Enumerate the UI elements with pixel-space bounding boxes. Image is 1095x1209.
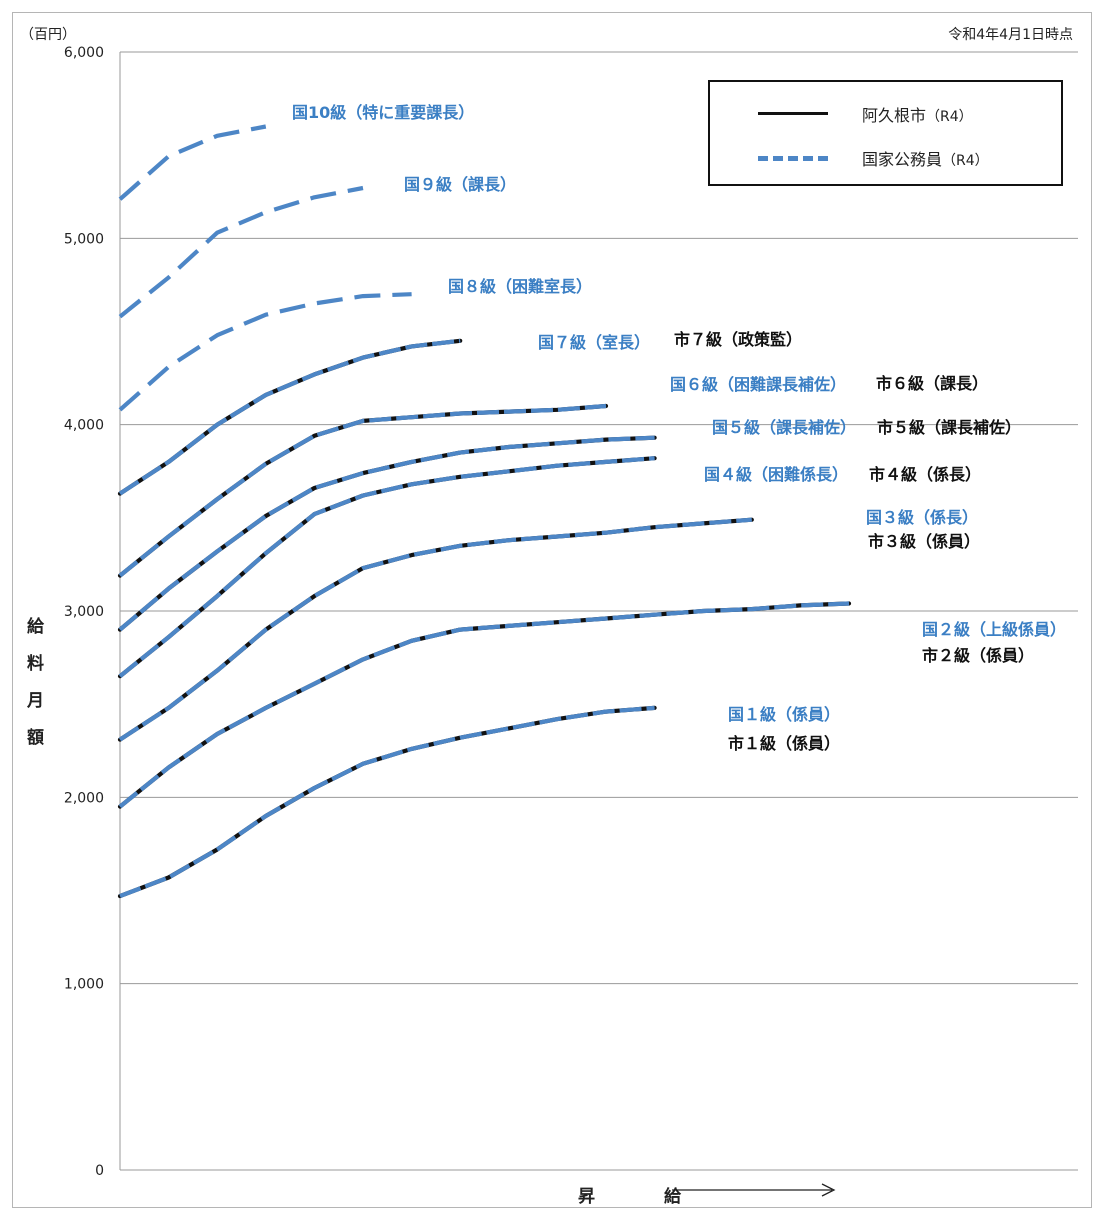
legend-label-national: 国家公務員（R4）	[862, 150, 989, 169]
national-grade-label-10: 国10級（特に重要課長）	[292, 103, 474, 122]
legend-item-national: 国家公務員（R4）	[710, 142, 1061, 172]
national-grade-label-7: 国７級（室長）	[538, 333, 650, 352]
legend-item-city: 阿久根市（R4）	[710, 98, 1061, 128]
legend-solid-line-sample	[758, 112, 828, 115]
national-series-line-9	[118, 185, 364, 319]
chart-frame	[12, 12, 1092, 1208]
national-series-line-8	[118, 292, 412, 412]
city-grade-label-6: 市６級（課長）	[876, 374, 988, 393]
national-series-line-3	[118, 517, 752, 742]
y-tick-label: 3,000	[64, 604, 104, 620]
legend-label-city: 阿久根市（R4）	[862, 106, 973, 125]
city-series-line-6	[117, 403, 609, 578]
y-tick-label: 6,000	[64, 45, 104, 61]
national-grade-label-8: 国８級（困難室長）	[448, 277, 592, 296]
city-grade-label-3: 市３級（係員）	[868, 532, 980, 551]
unit-label: （百円）	[20, 27, 76, 43]
city-grade-label-4: 市４級（係長）	[869, 465, 981, 484]
city-grade-label-7: 市７級（政策監）	[674, 330, 802, 349]
national-grade-label-9: 国９級（課長）	[404, 175, 516, 194]
national-series-line-10	[118, 124, 267, 201]
national-series-line-4	[118, 456, 655, 678]
legend: 阿久根市（R4） 国家公務員（R4）	[708, 80, 1063, 186]
national-series-line-6	[118, 403, 607, 578]
national-grade-label-3: 国３級（係長）	[866, 508, 978, 527]
y-tick-label: 0	[95, 1163, 104, 1179]
national-series-line-5	[118, 435, 655, 632]
national-grade-label-4: 国４級（困難係長）	[704, 465, 848, 484]
series-lines	[117, 124, 852, 899]
city-grade-label-1: 市１級（係員）	[728, 734, 840, 753]
legend-dashed-line-sample	[758, 156, 828, 161]
national-series-line-7	[118, 338, 461, 496]
y-tick-label: 1,000	[64, 977, 104, 993]
y-axis-label: 給料月額	[23, 617, 43, 765]
national-series-line-2	[118, 601, 850, 809]
national-grade-label-6: 国６級（困難課長補佐）	[670, 375, 846, 394]
x-axis-label: 昇 給	[578, 1187, 707, 1207]
grid-lines	[119, 51, 1078, 1171]
national-grade-label-1: 国１級（係員）	[728, 705, 840, 724]
y-tick-label: 5,000	[64, 231, 104, 247]
national-grade-label-2: 国２級（上級係員）	[922, 620, 1066, 639]
city-grade-label-5: 市５級（課長補佐）	[877, 418, 1021, 437]
y-tick-label: 4,000	[64, 418, 104, 434]
city-series-line-1	[117, 705, 657, 899]
city-grade-label-2: 市２級（係員）	[922, 646, 1034, 665]
y-tick-labels: 0 1,000 2,000 3,000 4,000 5,000 6,000	[64, 45, 104, 1179]
arrow-head	[821, 1183, 836, 1197]
date-label: 令和4年4月1日時点	[948, 27, 1073, 43]
national-series-line-1	[119, 705, 655, 899]
national-grade-label-5: 国５級（課長補佐）	[712, 418, 856, 437]
series-labels: 国10級（特に重要課長） 国９級（課長） 国８級（困難室長） 国７級（室長） 市７級（政…	[292, 103, 1066, 753]
x-axis-arrow	[672, 1183, 836, 1197]
y-tick-label: 2,000	[64, 790, 104, 806]
